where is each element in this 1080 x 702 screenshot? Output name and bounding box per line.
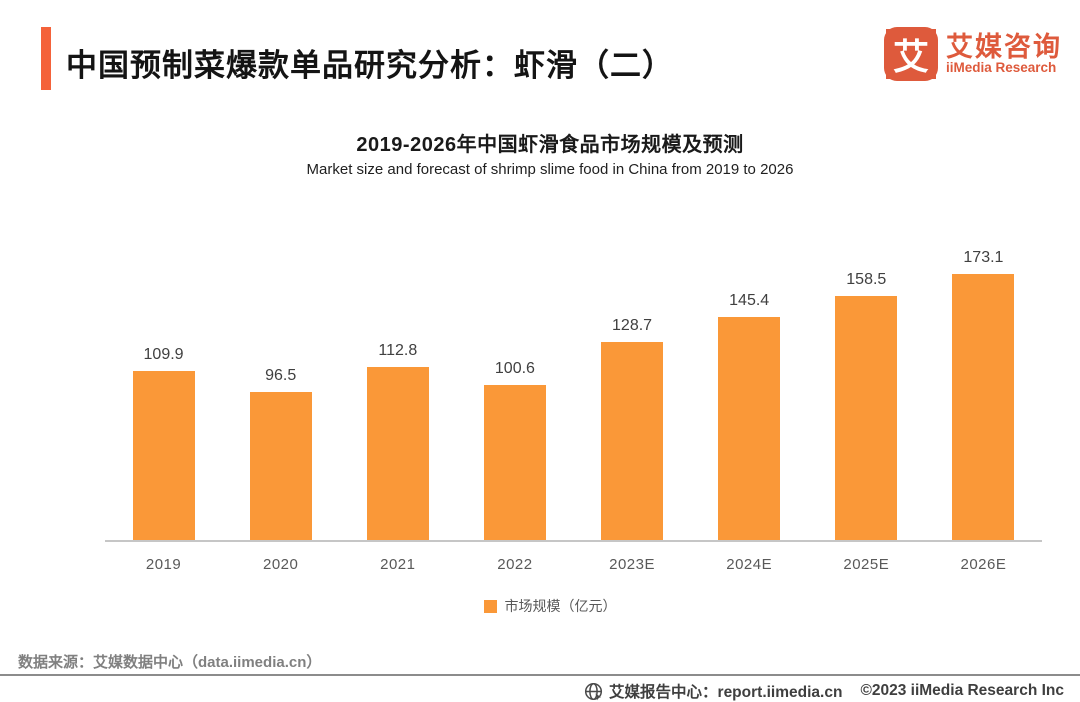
bar-value-label: 173.1 bbox=[963, 249, 1004, 266]
iimedia-logo-icon: 艾 bbox=[884, 27, 938, 81]
footer-divider bbox=[0, 674, 1080, 676]
bar-group: 100.6 bbox=[456, 360, 573, 540]
x-axis-tick-label: 2025E bbox=[843, 556, 890, 573]
bar bbox=[366, 366, 429, 540]
report-center-text: 艾媒报告中心：report.iimedia.cn bbox=[609, 684, 843, 701]
bar bbox=[952, 274, 1015, 540]
bar-group: 112.8 bbox=[339, 342, 456, 540]
bar-value-label: 96.5 bbox=[265, 366, 297, 384]
legend-label: 市场规模（亿元） bbox=[504, 598, 617, 614]
x-axis-line bbox=[105, 540, 1042, 542]
footer-report-info: 艾媒报告中心：report.iimedia.cn ©2023 iiMedia R… bbox=[584, 680, 1064, 702]
bar bbox=[835, 296, 898, 540]
bar-value-label: 100.6 bbox=[494, 360, 535, 378]
x-axis-tick-label: 2023E bbox=[609, 556, 655, 573]
x-axis-tick-label: 2026E bbox=[960, 556, 1007, 573]
globe-icon bbox=[584, 682, 603, 700]
data-source-note: 数据来源：艾媒数据中心（data.iimedia.cn） bbox=[18, 654, 322, 671]
bar-value-label: 145.4 bbox=[729, 291, 770, 309]
legend-swatch bbox=[483, 599, 497, 613]
x-axis-tick-label: 2024E bbox=[726, 556, 773, 573]
logo-name-cn: 艾媒咨询 bbox=[946, 31, 1062, 62]
bar-value-label: 112.8 bbox=[378, 341, 418, 359]
bar-group: 173.1 bbox=[925, 249, 1042, 540]
bar-value-label: 109.9 bbox=[143, 346, 184, 364]
page-title: 中国预制菜爆款单品研究分析：虾滑（二） bbox=[66, 48, 674, 83]
bar-group: 128.7 bbox=[574, 317, 691, 540]
x-axis-tick-label: 2021 bbox=[380, 556, 416, 573]
bar bbox=[132, 371, 195, 540]
bar-value-label: 158.5 bbox=[846, 271, 887, 289]
logo-name-en: iiMedia Research bbox=[946, 60, 1057, 76]
plot-area: 109.9 96.5 112.8 100.6 128.7 145.4 158.5 173.1 bbox=[105, 230, 1042, 540]
title-accent-bar bbox=[41, 27, 51, 90]
bar-value-label: 128.7 bbox=[612, 317, 653, 335]
bar bbox=[718, 316, 781, 540]
x-axis-tick-label: 2020 bbox=[263, 556, 299, 573]
iimedia-logo: 艾 艾媒咨询 iiMedia Research bbox=[884, 27, 1062, 81]
chart-subtitle: Market size and forecast of shrimp slime… bbox=[306, 161, 794, 178]
logo-glyph: 艾 bbox=[884, 27, 938, 81]
x-axis-tick-label: 2022 bbox=[497, 556, 533, 573]
bar bbox=[601, 342, 664, 540]
bar-group: 109.9 bbox=[105, 346, 222, 540]
bar-group: 96.5 bbox=[222, 367, 339, 540]
chart-legend: 市场规模（亿元） bbox=[40, 596, 1060, 616]
x-axis-tick-label: 2019 bbox=[145, 556, 182, 573]
bar bbox=[483, 385, 546, 540]
x-axis-labels: 2019 2020 2021 2022 2023E 2024E 2025E 2026E bbox=[105, 556, 1042, 573]
bar-group: 158.5 bbox=[808, 271, 925, 540]
bar bbox=[249, 391, 312, 540]
copyright-text: ©2023 iiMedia Research Inc bbox=[860, 682, 1064, 699]
chart-title: 2019-2026年中国虾滑食品市场规模及预测 bbox=[356, 134, 744, 156]
bar-group: 145.4 bbox=[691, 292, 808, 540]
